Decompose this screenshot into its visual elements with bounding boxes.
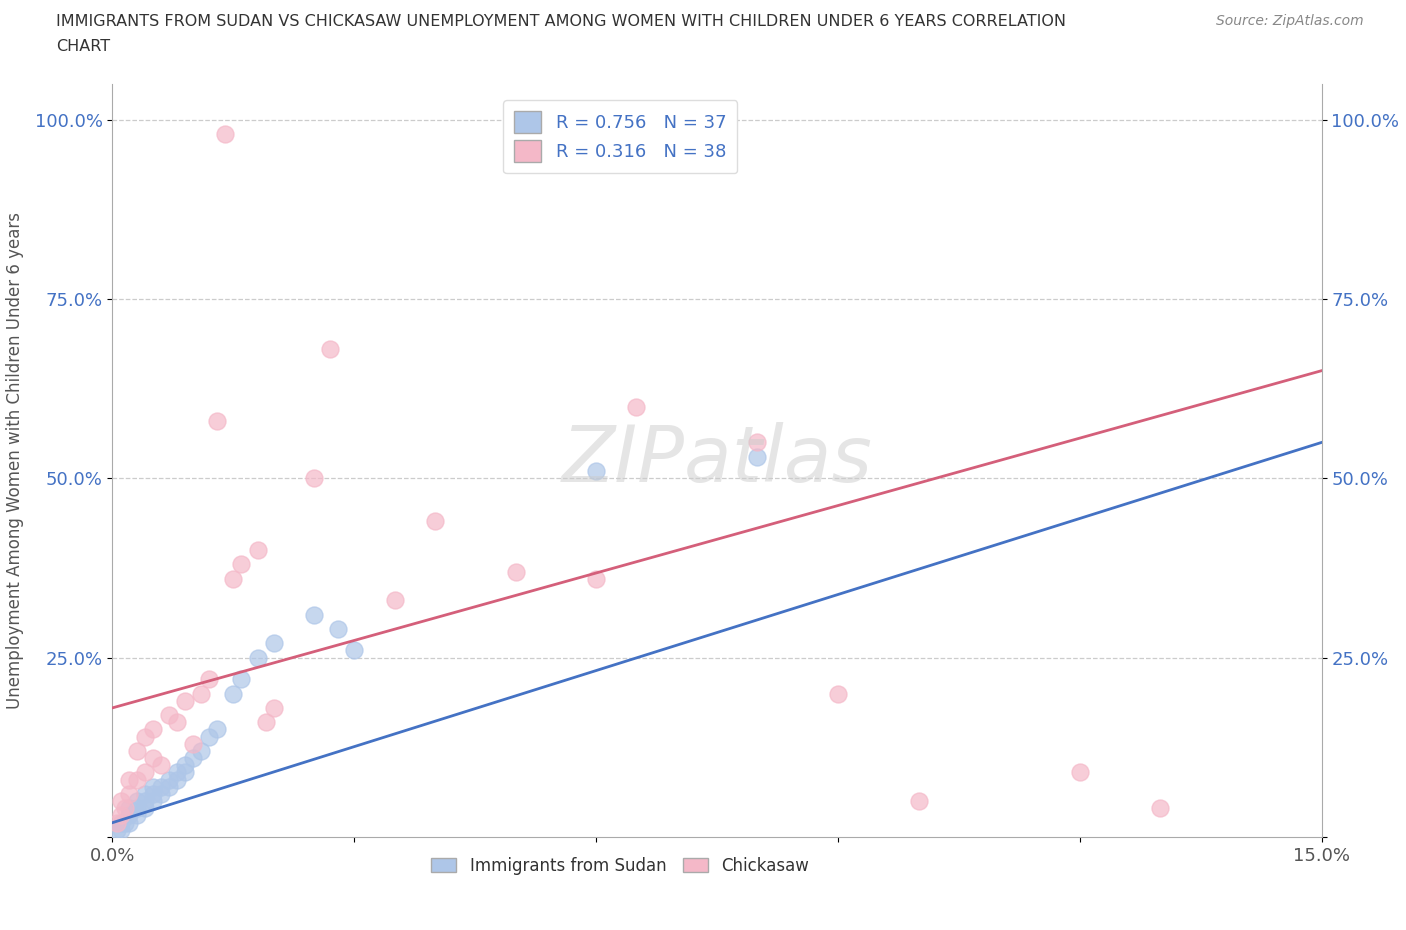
Point (214, 126, 236, 141)
Point (149, 787, 172, 802)
Point (142, 722, 165, 737)
Point (134, 765, 156, 780)
Point (110, 816, 132, 830)
Point (302, 471, 325, 485)
Point (747, 435, 769, 450)
Point (142, 779, 165, 794)
Text: IMMIGRANTS FROM SUDAN VS CHICKASAW UNEMPLOYMENT AMONG WOMEN WITH CHILDREN UNDER : IMMIGRANTS FROM SUDAN VS CHICKASAW UNEMP… (56, 14, 1066, 29)
Point (125, 743, 148, 758)
Point (747, 449, 769, 464)
Point (105, 816, 128, 830)
Point (222, 686, 245, 701)
Point (198, 729, 221, 744)
Point (125, 808, 148, 823)
Point (149, 758, 172, 773)
Point (142, 793, 165, 808)
Point (263, 700, 285, 715)
Point (174, 758, 197, 773)
Point (302, 607, 325, 622)
Point (125, 801, 148, 816)
Point (134, 729, 156, 744)
Point (134, 801, 156, 816)
Point (117, 816, 139, 830)
Point (207, 722, 229, 737)
Point (117, 808, 139, 823)
Point (222, 571, 245, 586)
Y-axis label: Unemployment Among Women with Children Under 6 years: Unemployment Among Women with Children U… (6, 212, 24, 709)
Point (181, 751, 204, 765)
Point (1149, 801, 1171, 816)
Text: Source: ZipAtlas.com: Source: ZipAtlas.com (1216, 14, 1364, 28)
Point (142, 787, 165, 802)
Point (125, 772, 148, 787)
Point (423, 514, 446, 529)
Point (117, 787, 139, 802)
Point (246, 650, 269, 665)
Point (157, 772, 180, 787)
Point (585, 571, 607, 586)
Point (505, 565, 527, 579)
Point (190, 743, 212, 758)
Point (319, 341, 342, 356)
Legend: Immigrants from Sudan, Chickasaw: Immigrants from Sudan, Chickasaw (425, 850, 815, 882)
Point (263, 636, 285, 651)
Point (114, 801, 136, 816)
Point (166, 765, 188, 780)
Point (114, 816, 136, 830)
Point (328, 621, 350, 636)
Text: ZIPatlas: ZIPatlas (561, 422, 873, 498)
Point (1069, 765, 1091, 780)
Point (198, 671, 221, 686)
Point (207, 414, 229, 429)
Point (110, 793, 132, 808)
Point (343, 643, 366, 658)
Text: CHART: CHART (56, 39, 110, 54)
Point (149, 779, 172, 794)
Point (117, 801, 139, 816)
Point (907, 793, 929, 808)
Point (626, 399, 648, 414)
Point (166, 772, 188, 787)
Point (157, 708, 180, 723)
Point (174, 693, 197, 708)
Point (105, 822, 128, 837)
Point (231, 557, 253, 572)
Point (142, 751, 165, 765)
Point (110, 808, 132, 823)
Point (585, 464, 607, 479)
Point (827, 686, 849, 701)
Point (134, 787, 156, 802)
Point (231, 671, 253, 686)
Point (254, 715, 277, 730)
Point (181, 737, 204, 751)
Point (246, 542, 269, 557)
Point (384, 592, 406, 607)
Point (125, 793, 148, 808)
Point (157, 779, 180, 794)
Point (166, 715, 188, 730)
Point (117, 772, 139, 787)
Point (134, 793, 156, 808)
Point (174, 765, 197, 780)
Point (190, 686, 212, 701)
Point (110, 822, 132, 837)
